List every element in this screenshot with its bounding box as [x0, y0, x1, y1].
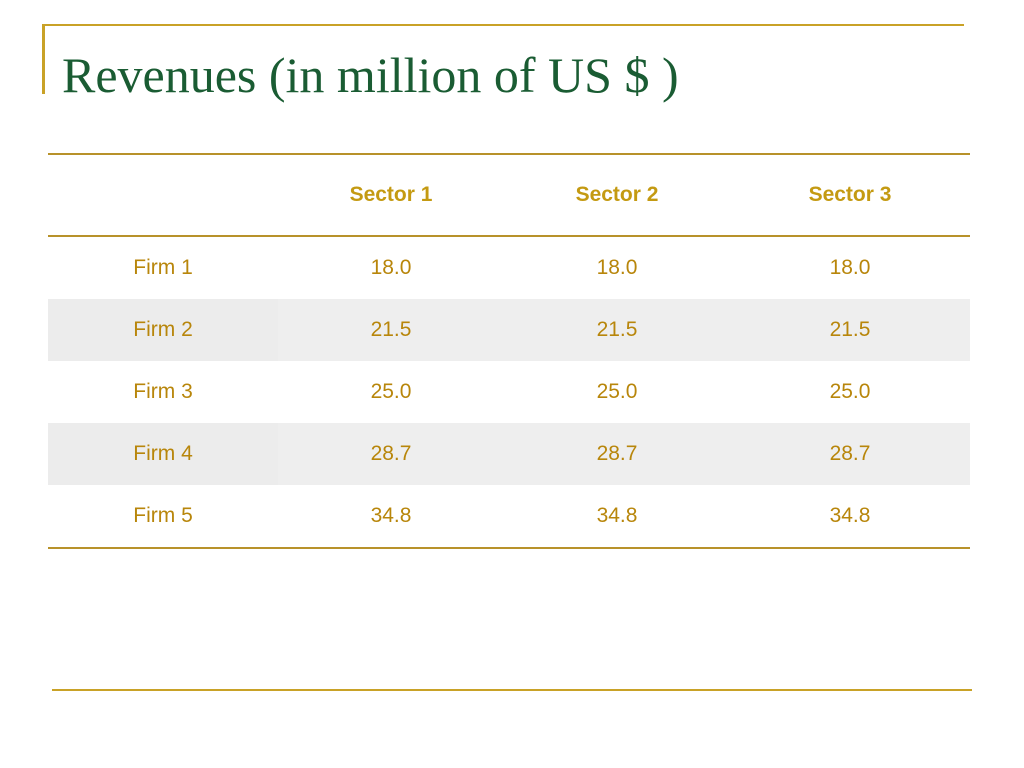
table-row: Firm 3 25.0 25.0 25.0: [48, 361, 970, 423]
table-header: Sector 1 Sector 2 Sector 3: [48, 154, 970, 236]
table-row: Firm 2 21.5 21.5 21.5: [48, 299, 970, 361]
row-label-cell: Firm 1: [133, 256, 193, 279]
value-cell: 18.0: [370, 256, 412, 279]
row-label-cell: Firm 4: [48, 423, 278, 485]
bottom-border-line: [52, 689, 972, 691]
header-cell-corner: [48, 154, 278, 236]
value-cell: 21.5: [278, 299, 504, 361]
value-cell: 18.0: [596, 256, 638, 279]
value-cell: 34.8: [370, 504, 412, 527]
value-cell: 28.7: [504, 423, 730, 485]
top-border-line: [42, 24, 964, 26]
value-cell: 28.7: [278, 423, 504, 485]
value-cell: 34.8: [829, 504, 871, 527]
value-cell: 34.8: [596, 504, 638, 527]
header-cell-sector-3: Sector 3: [808, 183, 892, 206]
table-row: Firm 4 28.7 28.7 28.7: [48, 423, 970, 485]
value-cell: 21.5: [504, 299, 730, 361]
value-cell: 28.7: [730, 423, 970, 485]
header-row: Sector 1 Sector 2 Sector 3: [48, 154, 970, 236]
value-cell: 25.0: [829, 380, 871, 403]
value-cell: 25.0: [596, 380, 638, 403]
value-cell: 25.0: [370, 380, 412, 403]
table-body: Firm 1 18.0 18.0 18.0 Firm 2 21.5 21.5 2…: [48, 236, 970, 548]
revenue-table-container: Sector 1 Sector 2 Sector 3 Firm 1 18.0 1…: [48, 153, 970, 549]
header-cell-sector-2: Sector 2: [575, 183, 659, 206]
header-cell-sector-1: Sector 1: [349, 183, 433, 206]
slide-title: Revenues (in million of US $ ): [62, 47, 679, 103]
revenue-table: Sector 1 Sector 2 Sector 3 Firm 1 18.0 1…: [48, 153, 970, 549]
row-label-cell: Firm 3: [133, 380, 193, 403]
row-label-cell: Firm 2: [48, 299, 278, 361]
value-cell: 21.5: [730, 299, 970, 361]
value-cell: 18.0: [829, 256, 871, 279]
table-row: Firm 5 34.8 34.8 34.8: [48, 485, 970, 548]
left-border-line: [42, 24, 45, 94]
table-row: Firm 1 18.0 18.0 18.0: [48, 236, 970, 299]
row-label-cell: Firm 5: [133, 504, 193, 527]
